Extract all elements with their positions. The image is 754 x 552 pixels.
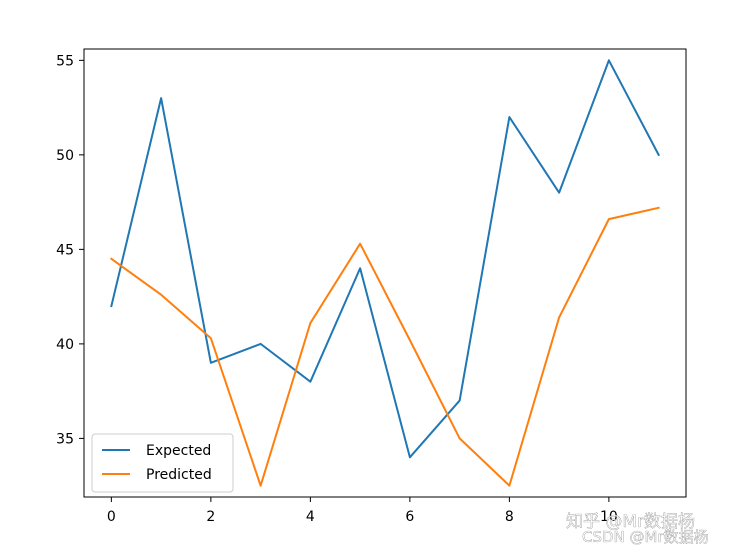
plot-frame xyxy=(83,48,687,498)
axes-layer: 0 2 4 6 8 10 35 40 45 50 55 xyxy=(56,48,687,525)
y-tick-label: 35 xyxy=(56,431,74,447)
y-tick-label: 50 xyxy=(56,148,74,164)
legend-label-predicted: Predicted xyxy=(146,467,212,483)
legend-box xyxy=(91,433,234,493)
x-tick-label: 8 xyxy=(505,509,514,525)
x-tick-label: 4 xyxy=(306,509,315,525)
legend: Expected Predicted xyxy=(91,433,234,493)
y-tick-label: 40 xyxy=(56,337,74,353)
watermark: 知乎 @Mr数据杨 CSDN @Mr数据杨 xyxy=(566,512,709,546)
x-tick-label: 10 xyxy=(600,509,618,525)
watermark-line-2: CSDN @Mr数据杨 xyxy=(582,528,709,546)
y-tick-label: 45 xyxy=(56,242,74,258)
plot-layer xyxy=(109,59,660,487)
series-line-expected xyxy=(110,59,660,459)
x-tick-label: 2 xyxy=(206,509,215,525)
legend-label-expected: Expected xyxy=(146,443,211,459)
series-line-predicted xyxy=(109,206,660,487)
y-tick-label: 55 xyxy=(56,53,74,69)
watermark-line-1: 知乎 @Mr数据杨 xyxy=(566,512,695,532)
x-tick-label: 0 xyxy=(107,509,116,525)
x-tick-label: 6 xyxy=(405,509,414,525)
